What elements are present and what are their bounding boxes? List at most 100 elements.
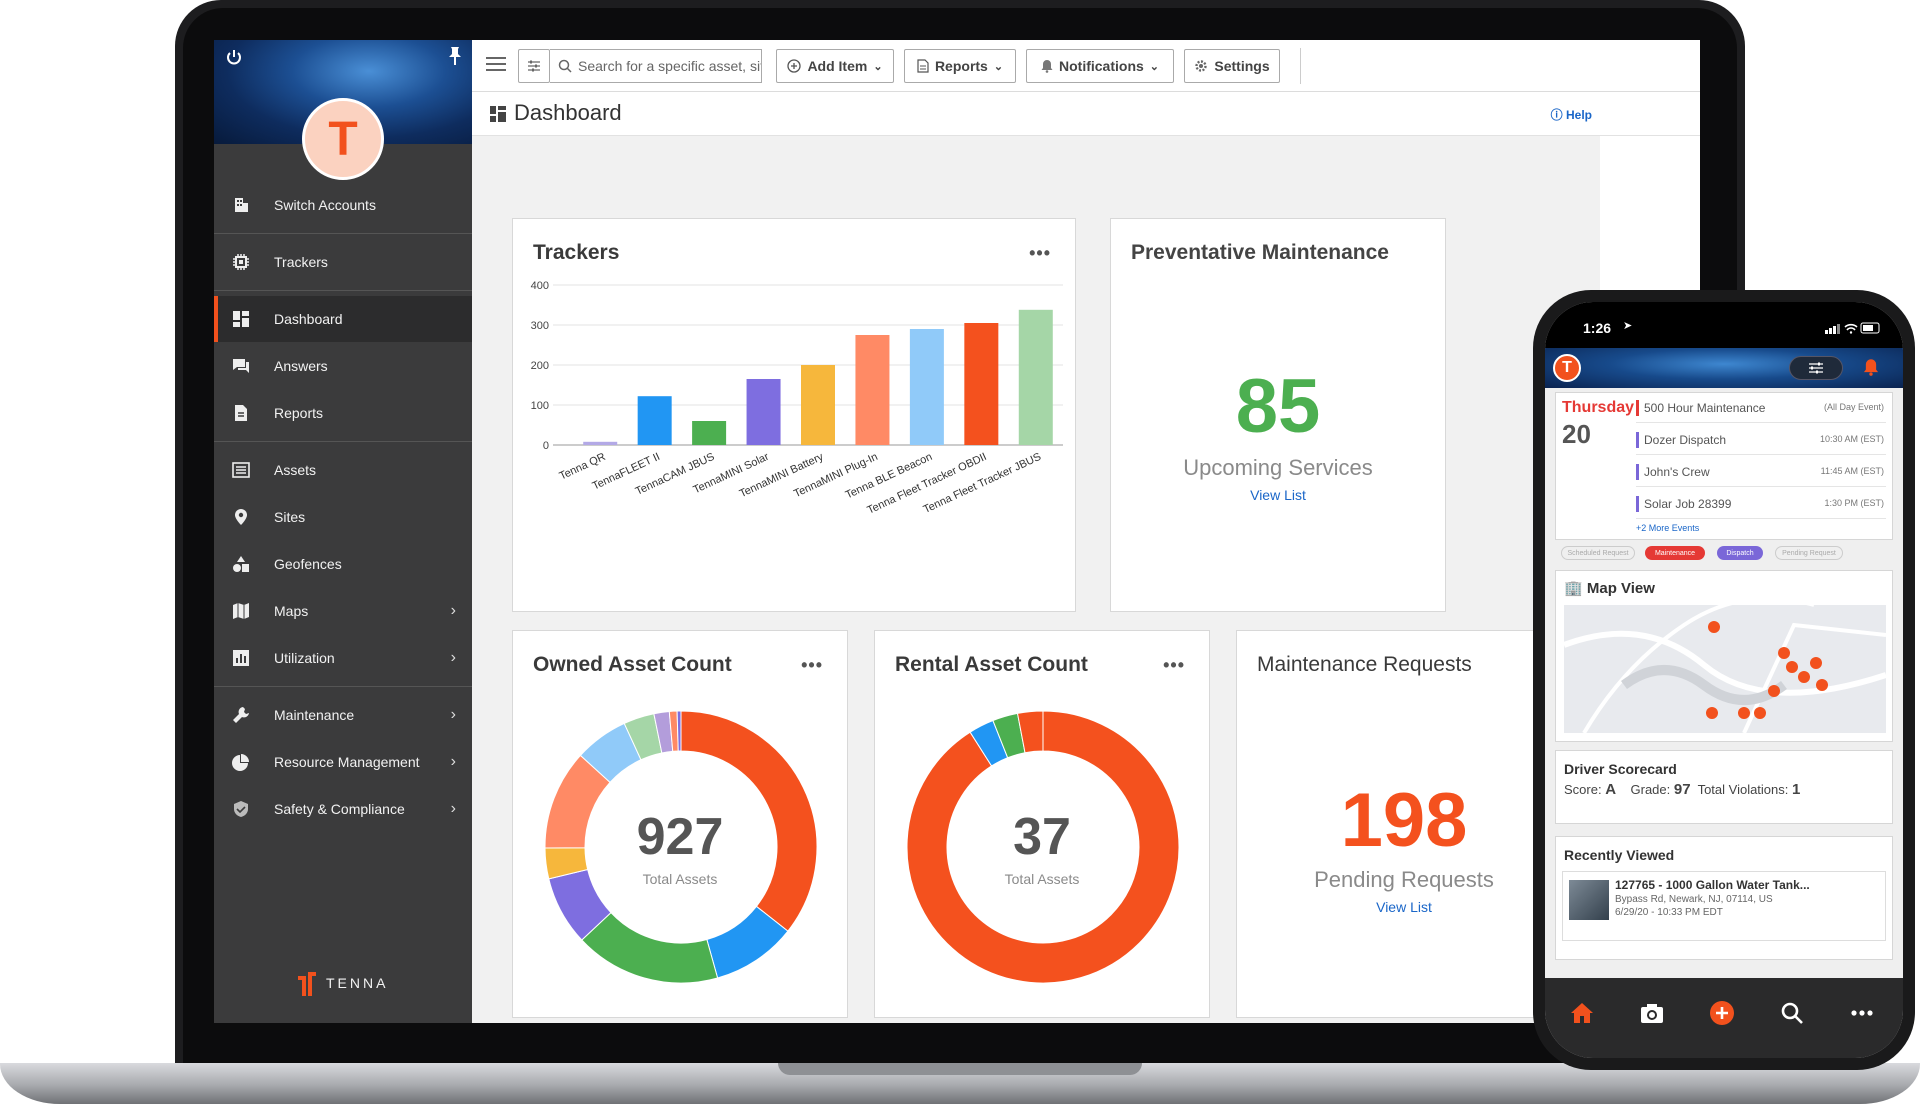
sidebar-item-answers[interactable]: Answers xyxy=(214,343,472,389)
bar[interactable] xyxy=(746,379,781,445)
search-icon[interactable] xyxy=(1779,1000,1805,1026)
sidebar-item-trackers[interactable]: Trackers xyxy=(214,239,472,285)
laptop-screen: T Switch Accounts Trackers Dashboard Ans… xyxy=(214,40,1700,1023)
bar[interactable] xyxy=(692,421,727,445)
camera-icon[interactable] xyxy=(1639,1000,1665,1026)
calendar-event[interactable]: Dozer Dispatch 10:30 AM (EST) xyxy=(1636,425,1886,455)
add-item-button[interactable]: Add Item ⌄ xyxy=(776,49,894,83)
sidebar-item-reports[interactable]: Reports xyxy=(214,390,472,436)
bar[interactable] xyxy=(909,329,944,445)
card-title: Trackers xyxy=(533,241,620,264)
pin-icon[interactable] xyxy=(446,46,464,66)
add-circle-icon[interactable] xyxy=(1709,1000,1735,1026)
sidebar-item-label: Resource Management xyxy=(274,754,420,770)
more-events-link[interactable]: +2 More Events xyxy=(1636,523,1700,533)
donut-slice[interactable] xyxy=(906,710,1180,984)
map-marker-icon[interactable] xyxy=(1754,707,1766,719)
reports-button[interactable]: Reports ⌄ xyxy=(904,49,1016,83)
sidebar-item-label: Geofences xyxy=(274,556,342,572)
sidebar-item-sites[interactable]: Sites xyxy=(214,494,472,540)
sidebar-item-label: Utilization xyxy=(274,650,335,666)
settings-button[interactable]: Settings xyxy=(1184,49,1280,83)
map-marker-icon[interactable] xyxy=(1816,679,1828,691)
map-marker-icon[interactable] xyxy=(1706,707,1718,719)
bar[interactable] xyxy=(637,396,672,445)
event-time: 10:30 AM (EST) xyxy=(1819,434,1884,444)
map-marker-icon[interactable] xyxy=(1786,661,1798,673)
maintenance-requests-card: Maintenance Requests 198 Pending Request… xyxy=(1236,630,1572,1018)
more-options-icon[interactable]: ••• xyxy=(801,655,823,675)
sidebar-item-dashboard[interactable]: Dashboard xyxy=(214,296,472,342)
power-icon[interactable] xyxy=(224,48,244,68)
scorecard-stats: Score: A Grade: 97 Total Violations: 1 xyxy=(1564,781,1800,798)
sidebar-item-maintenance[interactable]: Maintenance › xyxy=(214,692,472,738)
preventative-maintenance-card: Preventative Maintenance 85 Upcoming Ser… xyxy=(1110,218,1446,612)
map-marker-icon[interactable] xyxy=(1708,621,1720,633)
more-options-icon[interactable]: ••• xyxy=(1029,243,1051,263)
calendar-event[interactable]: John's Crew 11:45 AM (EST) xyxy=(1636,457,1886,487)
bar[interactable] xyxy=(801,365,835,445)
home-icon[interactable] xyxy=(1569,1000,1595,1026)
shield-icon xyxy=(234,801,248,817)
more-icon[interactable] xyxy=(1849,1000,1875,1026)
sidebar-item-resource-management[interactable]: Resource Management › xyxy=(214,739,472,785)
help-link[interactable]: ⓘ Help xyxy=(1550,108,1592,122)
map-marker-icon[interactable] xyxy=(1798,671,1810,683)
avatar[interactable]: T xyxy=(302,98,384,180)
map-marker-icon[interactable] xyxy=(1768,685,1780,697)
sidebar-item-safety-compliance[interactable]: Safety & Compliance › xyxy=(214,786,472,832)
bell-icon[interactable] xyxy=(1863,358,1879,376)
tenna-logo-icon xyxy=(298,972,316,996)
map-marker-icon[interactable] xyxy=(1810,657,1822,669)
map-marker-icon[interactable] xyxy=(1738,707,1750,719)
chevron-right-icon: › xyxy=(450,706,456,723)
event-name: John's Crew xyxy=(1644,465,1710,479)
tenna-logo: TENNA xyxy=(296,970,388,996)
filter-pill[interactable]: Scheduled Request xyxy=(1561,546,1635,560)
donut-slice[interactable] xyxy=(676,710,682,752)
filter-button[interactable] xyxy=(518,49,550,83)
phone-avatar[interactable]: T xyxy=(1553,354,1581,382)
hamburger-menu-icon[interactable] xyxy=(486,56,506,72)
sidebar-item-label: Answers xyxy=(274,358,328,374)
violations-label: Total Violations: xyxy=(1697,782,1789,797)
sidebar-item-maps[interactable]: Maps › xyxy=(214,588,472,634)
filter-pill[interactable]: Pending Request xyxy=(1775,546,1843,560)
view-list-link[interactable]: View List xyxy=(1376,899,1432,915)
mini-map[interactable] xyxy=(1564,605,1886,733)
donut-slice[interactable] xyxy=(1016,710,1044,754)
dashboard-content: Trackers ••• 0 100 200 300 400 Tenna QR TennaF… xyxy=(472,136,1700,1023)
settings-label: Settings xyxy=(1214,58,1270,74)
phone-filter-button[interactable] xyxy=(1789,356,1843,380)
sidebar-item-assets[interactable]: Assets xyxy=(214,447,472,493)
divider xyxy=(1300,48,1301,84)
phone-calendar-card: Thursday 20 500 Hour Maintenance (All Da… xyxy=(1555,392,1893,540)
asset-thumbnail xyxy=(1569,880,1609,920)
donut-slice[interactable] xyxy=(581,911,719,984)
filter-pill[interactable]: Dispatch xyxy=(1717,546,1763,560)
calendar-event[interactable]: 500 Hour Maintenance (All Day Event) xyxy=(1636,393,1886,423)
donut-slice[interactable] xyxy=(680,710,818,932)
calendar-event[interactable]: Solar Job 28399 1:30 PM (EST) xyxy=(1636,489,1886,519)
trackers-card: Trackers ••• 0 100 200 300 400 Tenna QR TennaF… xyxy=(512,218,1076,612)
map-marker-icon[interactable] xyxy=(1778,647,1790,659)
rental-donut-chart xyxy=(906,710,1180,984)
search-input[interactable]: Search for a specific asset, sit xyxy=(550,49,762,83)
sidebar-item-geofences[interactable]: Geofences xyxy=(214,541,472,587)
view-list-link[interactable]: View List xyxy=(1250,487,1306,503)
notifications-button[interactable]: Notifications ⌄ xyxy=(1026,49,1174,83)
more-options-icon[interactable]: ••• xyxy=(1163,655,1185,675)
document-icon xyxy=(917,59,929,73)
bar[interactable] xyxy=(583,441,618,445)
sidebar-item-utilization[interactable]: Utilization › xyxy=(214,635,472,681)
grade-label: Grade: xyxy=(1630,782,1671,797)
chevron-down-icon: ⌄ xyxy=(873,60,883,73)
bar[interactable] xyxy=(1018,309,1053,445)
bar[interactable] xyxy=(855,335,890,445)
page-title: Dashboard xyxy=(514,100,622,125)
sidebar-item-switch-accounts[interactable]: Switch Accounts xyxy=(214,182,472,228)
bar[interactable] xyxy=(964,323,999,445)
recent-asset-item[interactable]: 127765 - 1000 Gallon Water Tank... Bypas… xyxy=(1562,871,1886,941)
chevron-right-icon: › xyxy=(450,602,456,619)
filter-pill[interactable]: Maintenance xyxy=(1645,546,1705,560)
